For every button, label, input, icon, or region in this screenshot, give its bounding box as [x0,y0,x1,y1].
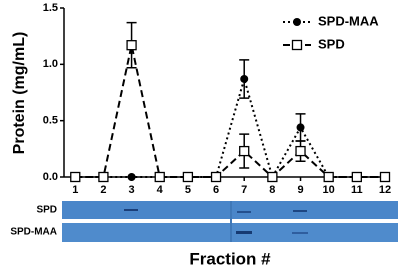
legend-marker [291,39,303,51]
x-tick-label: 2 [100,184,106,196]
data-point [70,171,81,183]
gel-band [236,231,252,234]
data-point [295,145,306,157]
x-tick-label: 4 [157,184,164,196]
y-tick-label: 1.0 [43,58,58,70]
x-tick-label: 10 [323,184,335,196]
gel-label: SPD-MAA [10,227,57,238]
gel-seam [230,201,232,242]
x-axis-label: Fraction # [189,249,271,268]
data-point [240,74,249,83]
x-tick-label: 11 [351,184,363,196]
data-point [379,171,391,183]
y-tick-label: 1.5 [43,2,58,14]
y-tick-label: 0.0 [43,171,58,183]
data-point [127,173,136,181]
y-axis-label: Protein (mg/mL) [11,32,28,155]
legend-marker [293,18,301,26]
x-tick-label: 1 [72,184,78,196]
gel-band [237,211,251,213]
data-point [267,171,278,183]
gel-band [124,209,138,211]
data-point [126,40,137,51]
data-point [323,171,334,183]
data-point [296,123,305,132]
data-point [182,171,194,183]
x-tick-label: 7 [241,184,247,196]
x-tick-label: 9 [297,184,303,196]
legend-label: SPD [318,36,345,51]
x-tick-label: 6 [213,184,219,196]
data-point [98,171,109,183]
data-point [351,171,362,183]
data-point [239,145,250,157]
data-point [154,171,165,183]
series-line [75,75,385,180]
gel-band [292,232,308,234]
x-tick-label: 8 [269,184,275,196]
series-line [75,44,385,179]
x-tick-label: 3 [129,184,135,196]
gel-band [293,210,307,212]
y-tick-label: 0.5 [43,115,58,127]
x-tick-label: 5 [185,184,191,196]
legend-label: SPD-MAA [318,13,379,28]
x-tick-label: 12 [379,184,391,196]
data-point [210,171,222,183]
gel-label: SPD [36,205,57,216]
gel-images: SPD SPD-MAA [10,201,398,242]
